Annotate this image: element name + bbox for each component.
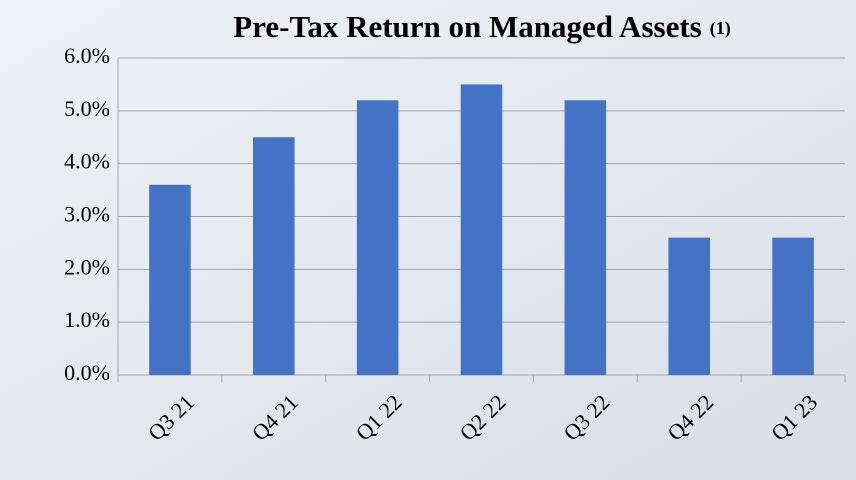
bar <box>149 184 191 375</box>
y-tick-label: 6.0% <box>64 43 110 68</box>
y-tick-label: 5.0% <box>64 96 110 121</box>
bar <box>460 84 503 376</box>
y-tick-label: 4.0% <box>64 149 110 174</box>
bar <box>668 237 710 375</box>
y-tick-label: 3.0% <box>64 202 110 227</box>
bar <box>253 137 295 375</box>
y-tick-label: 0.0% <box>64 360 110 385</box>
bar <box>772 237 814 375</box>
y-tick-label: 1.0% <box>64 307 110 332</box>
title-main: Pre-Tax Return on Managed Assets <box>233 9 701 44</box>
bar <box>356 100 399 376</box>
bar <box>564 100 607 376</box>
y-tick-label: 2.0% <box>64 254 110 279</box>
title-note: (1) <box>710 18 731 39</box>
chart-title: Pre-Tax Return on Managed Assets (1) <box>233 9 730 44</box>
